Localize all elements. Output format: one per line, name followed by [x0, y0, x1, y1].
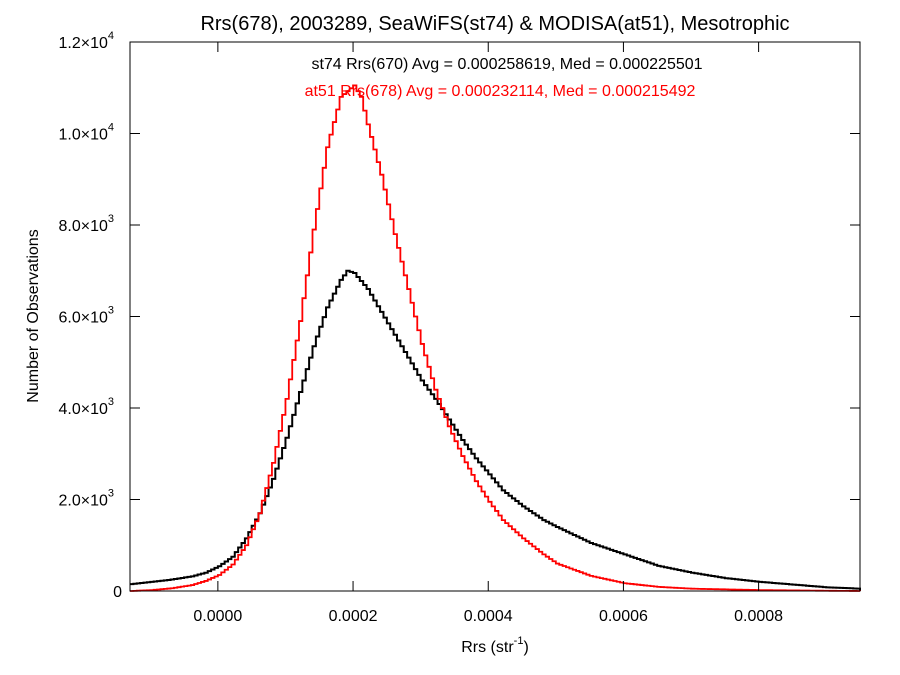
x-tick-label: 0.0008: [734, 608, 783, 625]
annotation-at51-stats: at51 Rrs(678) Avg = 0.000232114, Med = 0…: [305, 83, 696, 100]
x-tick-label: 0.0006: [599, 608, 648, 625]
y-axis-label: Number of Observations: [25, 229, 42, 402]
y-tick-label: 6.0×103: [58, 305, 114, 327]
y-tick-label: 4.0×103: [58, 396, 114, 418]
chart-title: Rrs(678), 2003289, SeaWiFS(st74) & MODIS…: [200, 13, 789, 35]
annotation-st74-stats: st74 Rrs(670) Avg = 0.000258619, Med = 0…: [311, 56, 702, 73]
x-axis-label: Rrs (str-1): [461, 635, 529, 656]
y-tick-label: 2.0×103: [58, 488, 114, 510]
y-tick-label: 0: [113, 584, 122, 601]
y-tick-label: 1.0×104: [58, 122, 114, 144]
series-at51-line: [130, 84, 861, 592]
ticks-layer: 0.0000 0.0002 0.0004 0.0006 0.0008 0 2.0×103 4.…: [58, 30, 860, 625]
series-st74-line: [130, 269, 861, 591]
y-tick-label: 8.0×103: [58, 213, 114, 235]
x-tick-label: 0.0000: [193, 608, 242, 625]
y-tick-label: 1.2×104: [58, 30, 114, 52]
x-tick-label: 0.0004: [464, 608, 513, 625]
series-layer: [130, 84, 861, 592]
x-tick-label: 0.0002: [329, 608, 378, 625]
